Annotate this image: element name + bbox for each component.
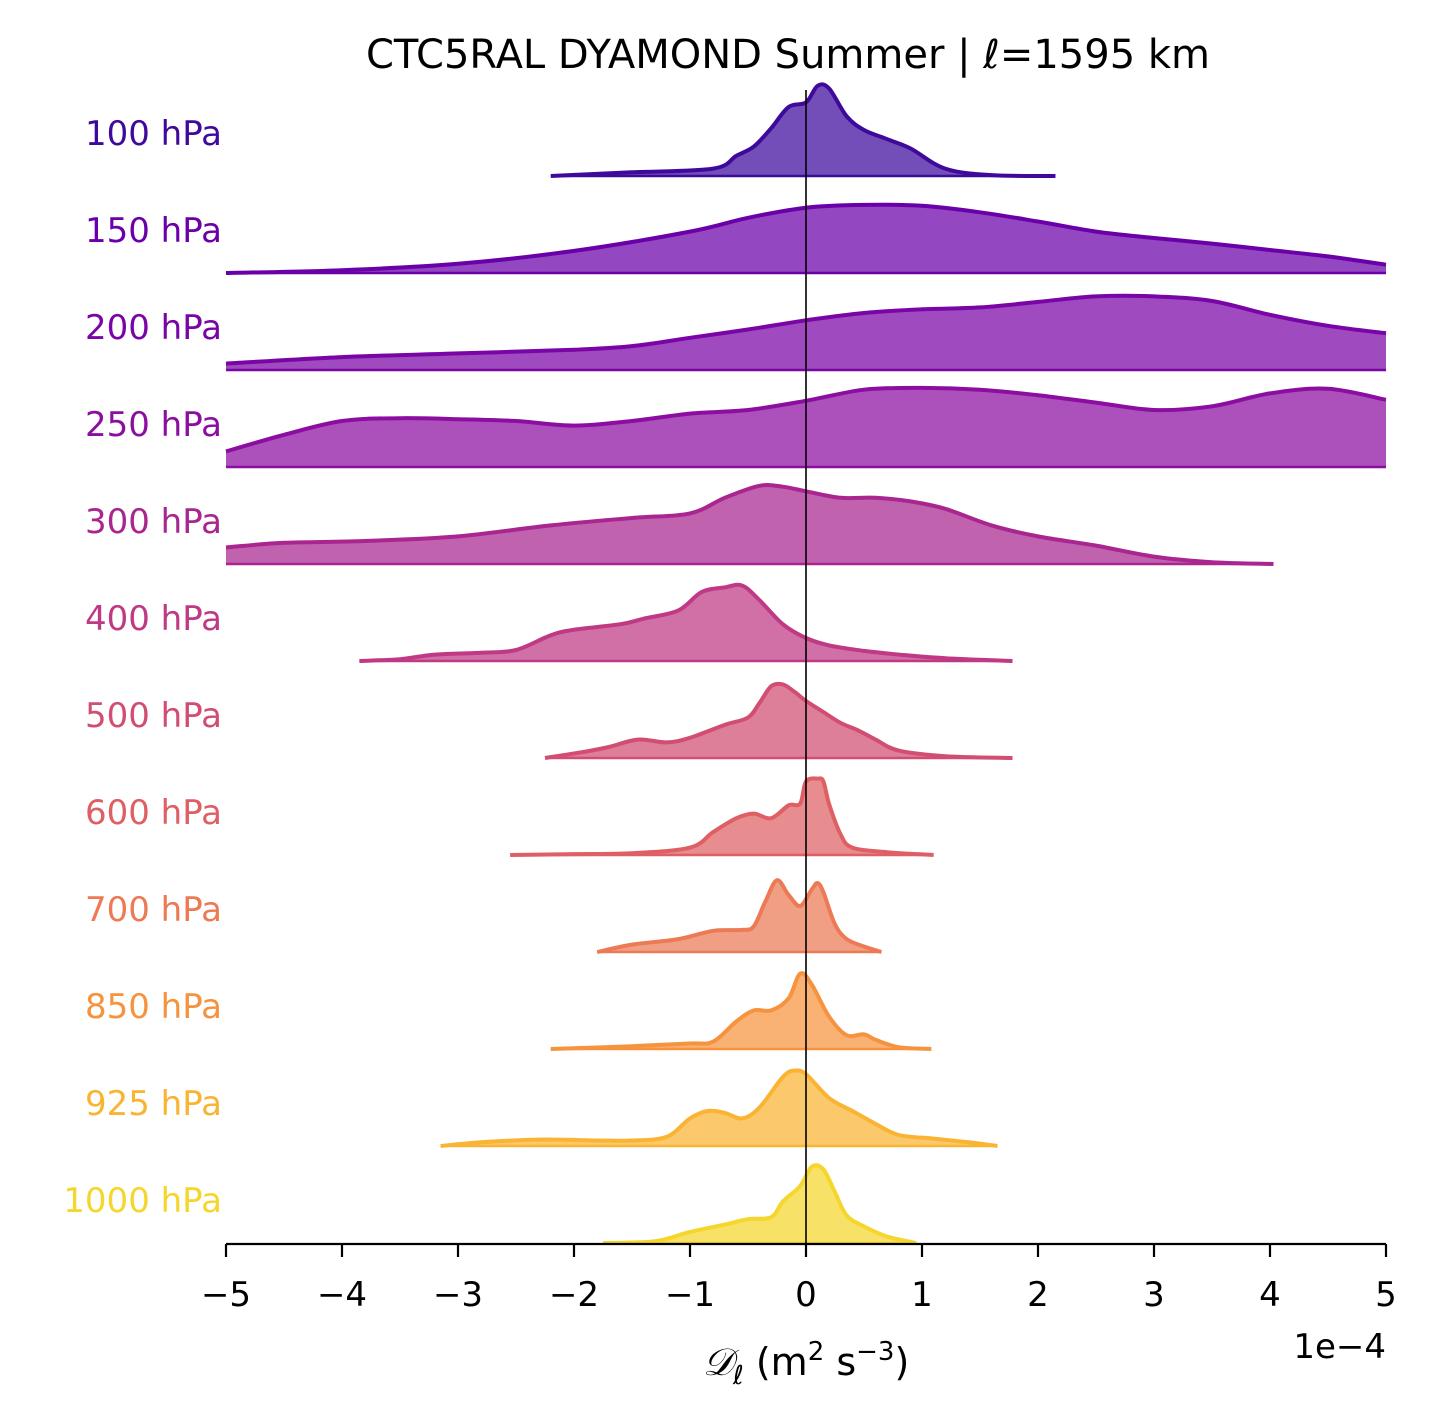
ridge-fill-925-hpa: [440, 1070, 998, 1146]
row-label-200-hpa: 200 hPa: [85, 308, 222, 348]
ridge-outline-600-hpa: [510, 776, 934, 857]
ridge-outline-700-hpa: [596, 878, 882, 954]
ridge-outline-300-hpa: [225, 483, 1274, 566]
x-axis: −5 −4 −3 −2 −1 0 1 2 3 4 5: [201, 1242, 1397, 1315]
x-tick-label: 0: [795, 1275, 817, 1315]
row-label-250-hpa: 250 hPa: [85, 405, 222, 445]
ridge-fill-100-hpa: [550, 84, 1056, 176]
row-label-700-hpa: 700 hPa: [85, 890, 222, 930]
row-label-850-hpa: 850 hPa: [85, 987, 222, 1027]
ridge-outline-850-hpa: [550, 971, 932, 1051]
ridge-fill-600-hpa: [510, 778, 934, 855]
x-tick-label: −3: [433, 1275, 483, 1315]
x-axis-units-end: ): [894, 1340, 909, 1384]
ridge-outline-150-hpa: [225, 202, 1387, 275]
x-tick-label: −4: [317, 1275, 367, 1315]
chart-title: CTC5RAL DYAMOND Summer | ℓ=1595 km: [366, 32, 1210, 78]
ridge-fill-1000-hpa: [603, 1165, 917, 1243]
row-label-100-hpa: 100 hPa: [85, 114, 222, 154]
ridge-500-hpa: [544, 681, 1013, 760]
ridge-outline-400-hpa: [359, 582, 1013, 663]
x-tick-label: 4: [1259, 1275, 1281, 1315]
x-axis-symbol-subscript: ℓ: [732, 1361, 744, 1391]
x-axis-units-mid: s: [824, 1340, 856, 1384]
ridge-fill-400-hpa: [359, 584, 1013, 661]
row-label-1000-hpa: 1000 hPa: [63, 1181, 222, 1221]
row-labels: 100 hPa 150 hPa 200 hPa 250 hPa 300 hPa 400 h…: [63, 114, 222, 1221]
ridge-outline-200-hpa: [225, 293, 1387, 366]
ridge-outline-1000-hpa: [602, 1163, 917, 1245]
x-tick-label: 3: [1143, 1275, 1165, 1315]
x-tick-label: 2: [1027, 1275, 1049, 1315]
ridge-100-hpa: [550, 82, 1056, 178]
ridge-400-hpa: [359, 582, 1013, 663]
x-axis-units-sup1: 2: [808, 1337, 825, 1367]
x-tick-label: −2: [549, 1275, 599, 1315]
ridge-fill-850-hpa: [550, 973, 932, 1049]
ridge-300-hpa: [225, 483, 1274, 566]
row-label-150-hpa: 150 hPa: [85, 211, 222, 251]
row-label-925-hpa: 925 hPa: [85, 1084, 222, 1124]
ridge-fill-500-hpa: [545, 683, 1013, 758]
ridge-outline-500-hpa: [544, 681, 1013, 760]
ridge-fill-700-hpa: [597, 880, 882, 952]
row-label-400-hpa: 400 hPa: [85, 599, 222, 639]
x-tick-label: 1: [911, 1275, 933, 1315]
row-label-300-hpa: 300 hPa: [85, 502, 222, 542]
x-axis-label: 𝒟ℓ (m2 s−3): [703, 1337, 910, 1391]
ridge-fill-300-hpa: [226, 485, 1274, 564]
row-label-500-hpa: 500 hPa: [85, 696, 222, 736]
row-label-600-hpa: 600 hPa: [85, 793, 222, 833]
ridge-outline-100-hpa: [550, 82, 1056, 178]
ridge-600-hpa: [510, 776, 934, 857]
ridge-850-hpa: [550, 971, 932, 1051]
x-tick-label: −1: [665, 1275, 715, 1315]
ridge-700-hpa: [596, 878, 882, 954]
x-axis-units: (m: [744, 1340, 808, 1384]
x-axis-offset-label: 1e−4: [1293, 1327, 1386, 1367]
ridge-925-hpa: [440, 1068, 998, 1148]
x-axis-units-sup2: −3: [856, 1337, 894, 1367]
ridge-1000-hpa: [602, 1163, 917, 1245]
ridge-outline-925-hpa: [440, 1068, 998, 1148]
x-tick-label: 5: [1375, 1275, 1397, 1315]
x-tick-label: −5: [201, 1275, 251, 1315]
